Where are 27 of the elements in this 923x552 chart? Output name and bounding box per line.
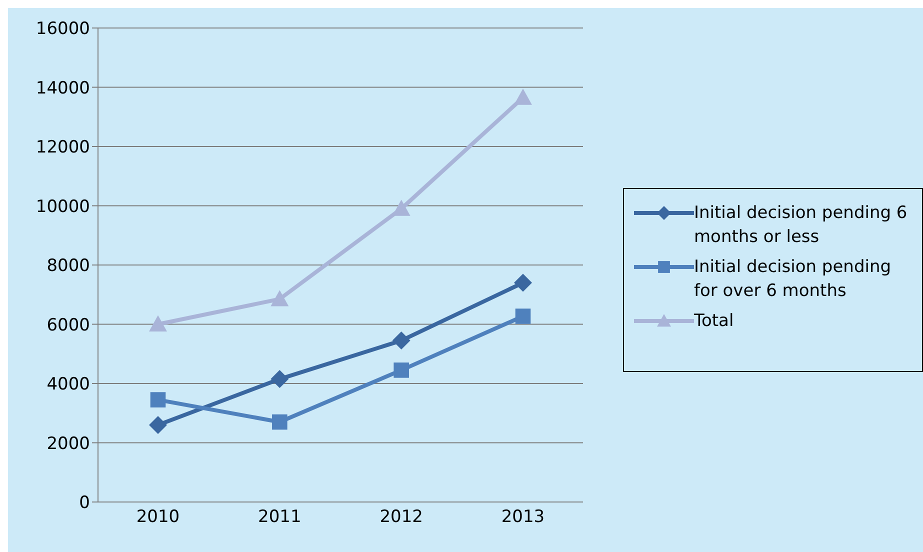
- point: [394, 362, 409, 378]
- x-tick-label: 2013: [501, 507, 545, 528]
- point: [515, 308, 531, 324]
- legend-label: Initial decision pending for over 6 months: [694, 256, 892, 303]
- x-tick-label: 2012: [380, 507, 423, 528]
- y-tick-label: 0: [79, 493, 90, 514]
- y-tick-label: 10000: [36, 196, 90, 217]
- y-tick-label: 8000: [46, 256, 90, 276]
- y-tick-label: 12000: [36, 138, 90, 158]
- point: [514, 88, 532, 105]
- point: [149, 315, 167, 332]
- point: [149, 416, 167, 434]
- point: [150, 392, 166, 408]
- y-tick-label: 2000: [46, 434, 90, 454]
- y-tick-label: 6000: [46, 315, 90, 336]
- point: [270, 290, 289, 306]
- point: [392, 332, 410, 350]
- y-tick-label: 16000: [36, 19, 90, 40]
- point: [272, 414, 288, 430]
- x-tick-label: 2010: [136, 507, 180, 528]
- legend-label: Initial decision pending 6 months or less: [694, 202, 908, 249]
- point: [514, 274, 532, 292]
- point: [270, 370, 289, 388]
- y-tick-label: 4000: [46, 374, 90, 395]
- y-tick-label: 14000: [36, 78, 90, 98]
- x-tick-label: 2011: [258, 507, 302, 528]
- legend-label: Total: [694, 310, 735, 333]
